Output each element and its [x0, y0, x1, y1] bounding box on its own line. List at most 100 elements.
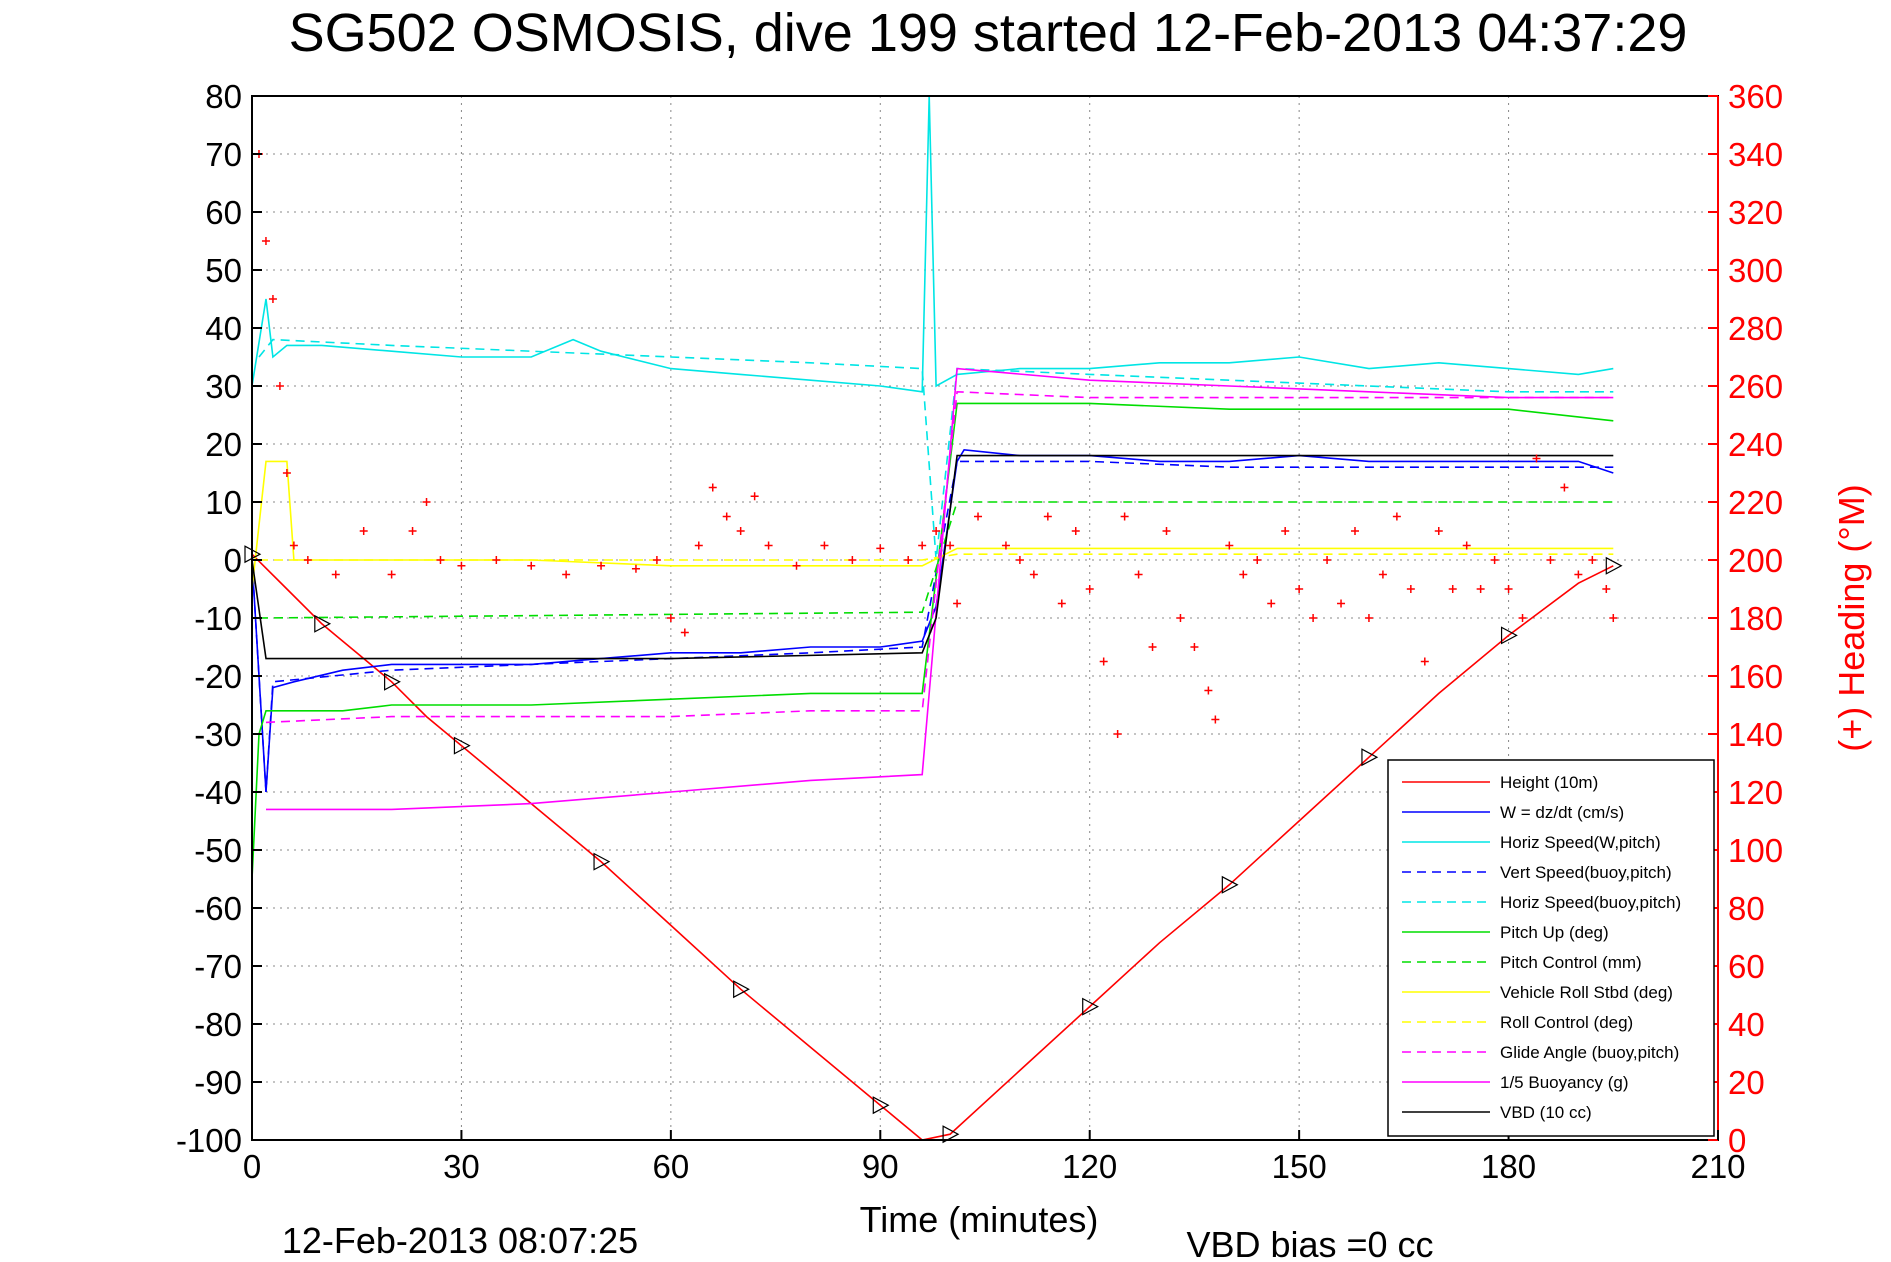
heading-point	[848, 556, 857, 564]
series-line-3	[251, 460, 1614, 793]
left-tick-label: 40	[205, 310, 242, 347]
heading-point	[492, 556, 501, 564]
series-line-11	[251, 454, 1614, 660]
heading-point	[289, 541, 298, 550]
legend-label-3: Vert Speed(buoy,pitch)	[1500, 863, 1672, 882]
series-line-8	[259, 553, 1614, 561]
heading-point	[1504, 585, 1513, 593]
heading-point	[1337, 599, 1346, 608]
heading-point	[457, 561, 466, 570]
legend-label-8: Roll Control (deg)	[1500, 1013, 1633, 1032]
height-marker	[1361, 748, 1379, 767]
heading-point	[1239, 570, 1248, 579]
heading-point	[331, 570, 340, 579]
right-tick-label: 60	[1728, 948, 1765, 985]
heading-point	[1281, 527, 1290, 535]
left-tick-label: 70	[205, 136, 242, 173]
left-axis-ticks: 80 70 60 50 40 30 20 10 0 -10 -20 -30 -40 -50 -60 -70 -8…	[176, 78, 262, 1159]
heading-point	[597, 561, 606, 570]
heading-point	[1162, 527, 1171, 535]
heading-point	[722, 512, 731, 521]
heading-point	[1043, 512, 1052, 521]
height-marker	[1500, 626, 1518, 645]
heading-point	[750, 492, 759, 501]
heading-point	[527, 561, 536, 570]
heading-point	[694, 541, 703, 550]
right-tick-label: 120	[1728, 774, 1783, 811]
heading-point	[918, 541, 927, 550]
right-tick-label: 280	[1728, 310, 1783, 347]
left-tick-label: -60	[194, 890, 242, 927]
heading-point	[1253, 556, 1262, 564]
heading-point	[261, 237, 270, 245]
right-tick-label: 200	[1728, 542, 1783, 579]
series-line-4	[258, 338, 1614, 561]
heading-point	[652, 556, 661, 564]
right-tick-label: 20	[1728, 1064, 1765, 1101]
heading-point	[1462, 541, 1471, 550]
height-marker	[314, 614, 332, 633]
series-line-10	[266, 367, 1614, 811]
series-line-0	[251, 553, 1614, 1141]
left-tick-label: 60	[205, 194, 242, 231]
right-axis-ticks: 3603403203002802602402202001801601401201…	[1708, 78, 1783, 1159]
left-tick-label: -10	[194, 600, 242, 637]
x-tick-label: 180	[1481, 1148, 1536, 1185]
left-tick-label: 10	[205, 484, 242, 521]
heading-point	[408, 527, 417, 535]
legend-label-7: Vehicle Roll Stbd (deg)	[1500, 983, 1673, 1002]
height-marker	[384, 672, 401, 691]
left-tick-label: -90	[194, 1064, 242, 1101]
right-tick-label: 180	[1728, 600, 1783, 637]
legend-label-11: VBD (10 cc)	[1500, 1103, 1592, 1122]
heading-point	[1588, 556, 1597, 564]
heading-point	[1204, 686, 1213, 695]
legend: Height (10m) W = dz/dt (cm/s) Horiz Speed(…	[1387, 759, 1715, 1137]
right-tick-label: 300	[1728, 252, 1783, 289]
left-tick-label: 80	[205, 78, 242, 115]
heading-point	[1211, 715, 1220, 724]
heading-point	[1225, 541, 1234, 550]
heading-point	[1295, 585, 1304, 593]
x-tick-label: 150	[1272, 1148, 1327, 1185]
height-marker	[453, 736, 471, 755]
heading-point	[1574, 570, 1583, 579]
footer-timestamp: 12-Feb-2013 08:07:25	[282, 1220, 638, 1261]
legend-label-2: Horiz Speed(W,pitch)	[1500, 833, 1661, 852]
heading-point	[1490, 556, 1499, 564]
heading-point	[1148, 643, 1157, 651]
legend-label-10: 1/5 Buoyancy (g)	[1500, 1073, 1629, 1092]
heading-point	[974, 512, 983, 521]
heading-point	[1113, 730, 1122, 738]
height-marker	[1082, 997, 1099, 1016]
heading-point	[1015, 556, 1024, 564]
left-tick-label: -20	[194, 658, 242, 695]
heading-point	[1099, 657, 1108, 666]
heading-point	[387, 570, 396, 579]
left-tick-label: -70	[194, 948, 242, 985]
left-tick-label: -30	[194, 716, 242, 753]
heading-point	[946, 541, 955, 550]
right-tick-label: 340	[1728, 136, 1783, 173]
vbd-bias-note: VBD bias =0 cc	[1186, 1224, 1433, 1262]
heading-point	[1120, 512, 1129, 521]
heading-markers	[254, 150, 1618, 738]
right-tick-label: 0	[1728, 1122, 1746, 1159]
heading-point	[1071, 527, 1080, 535]
x-axis-label: Time (minutes)	[860, 1199, 1099, 1240]
legend-label-9: Glide Angle (buoy,pitch)	[1500, 1043, 1679, 1062]
heading-point	[1350, 527, 1359, 535]
heading-point	[1434, 527, 1443, 535]
heading-point	[680, 628, 689, 637]
heading-point	[436, 556, 445, 564]
heading-point	[666, 614, 675, 622]
legend-label-0: Height (10m)	[1500, 773, 1598, 792]
heading-point	[562, 570, 571, 579]
left-tick-label: 0	[224, 542, 242, 579]
heading-point	[1392, 512, 1401, 521]
heading-point	[1420, 657, 1429, 666]
x-axis-ticks: 0 30 60 90 120 150 180 210	[243, 1130, 1746, 1185]
left-tick-label: 50	[205, 252, 242, 289]
legend-label-4: Horiz Speed(buoy,pitch)	[1500, 893, 1681, 912]
